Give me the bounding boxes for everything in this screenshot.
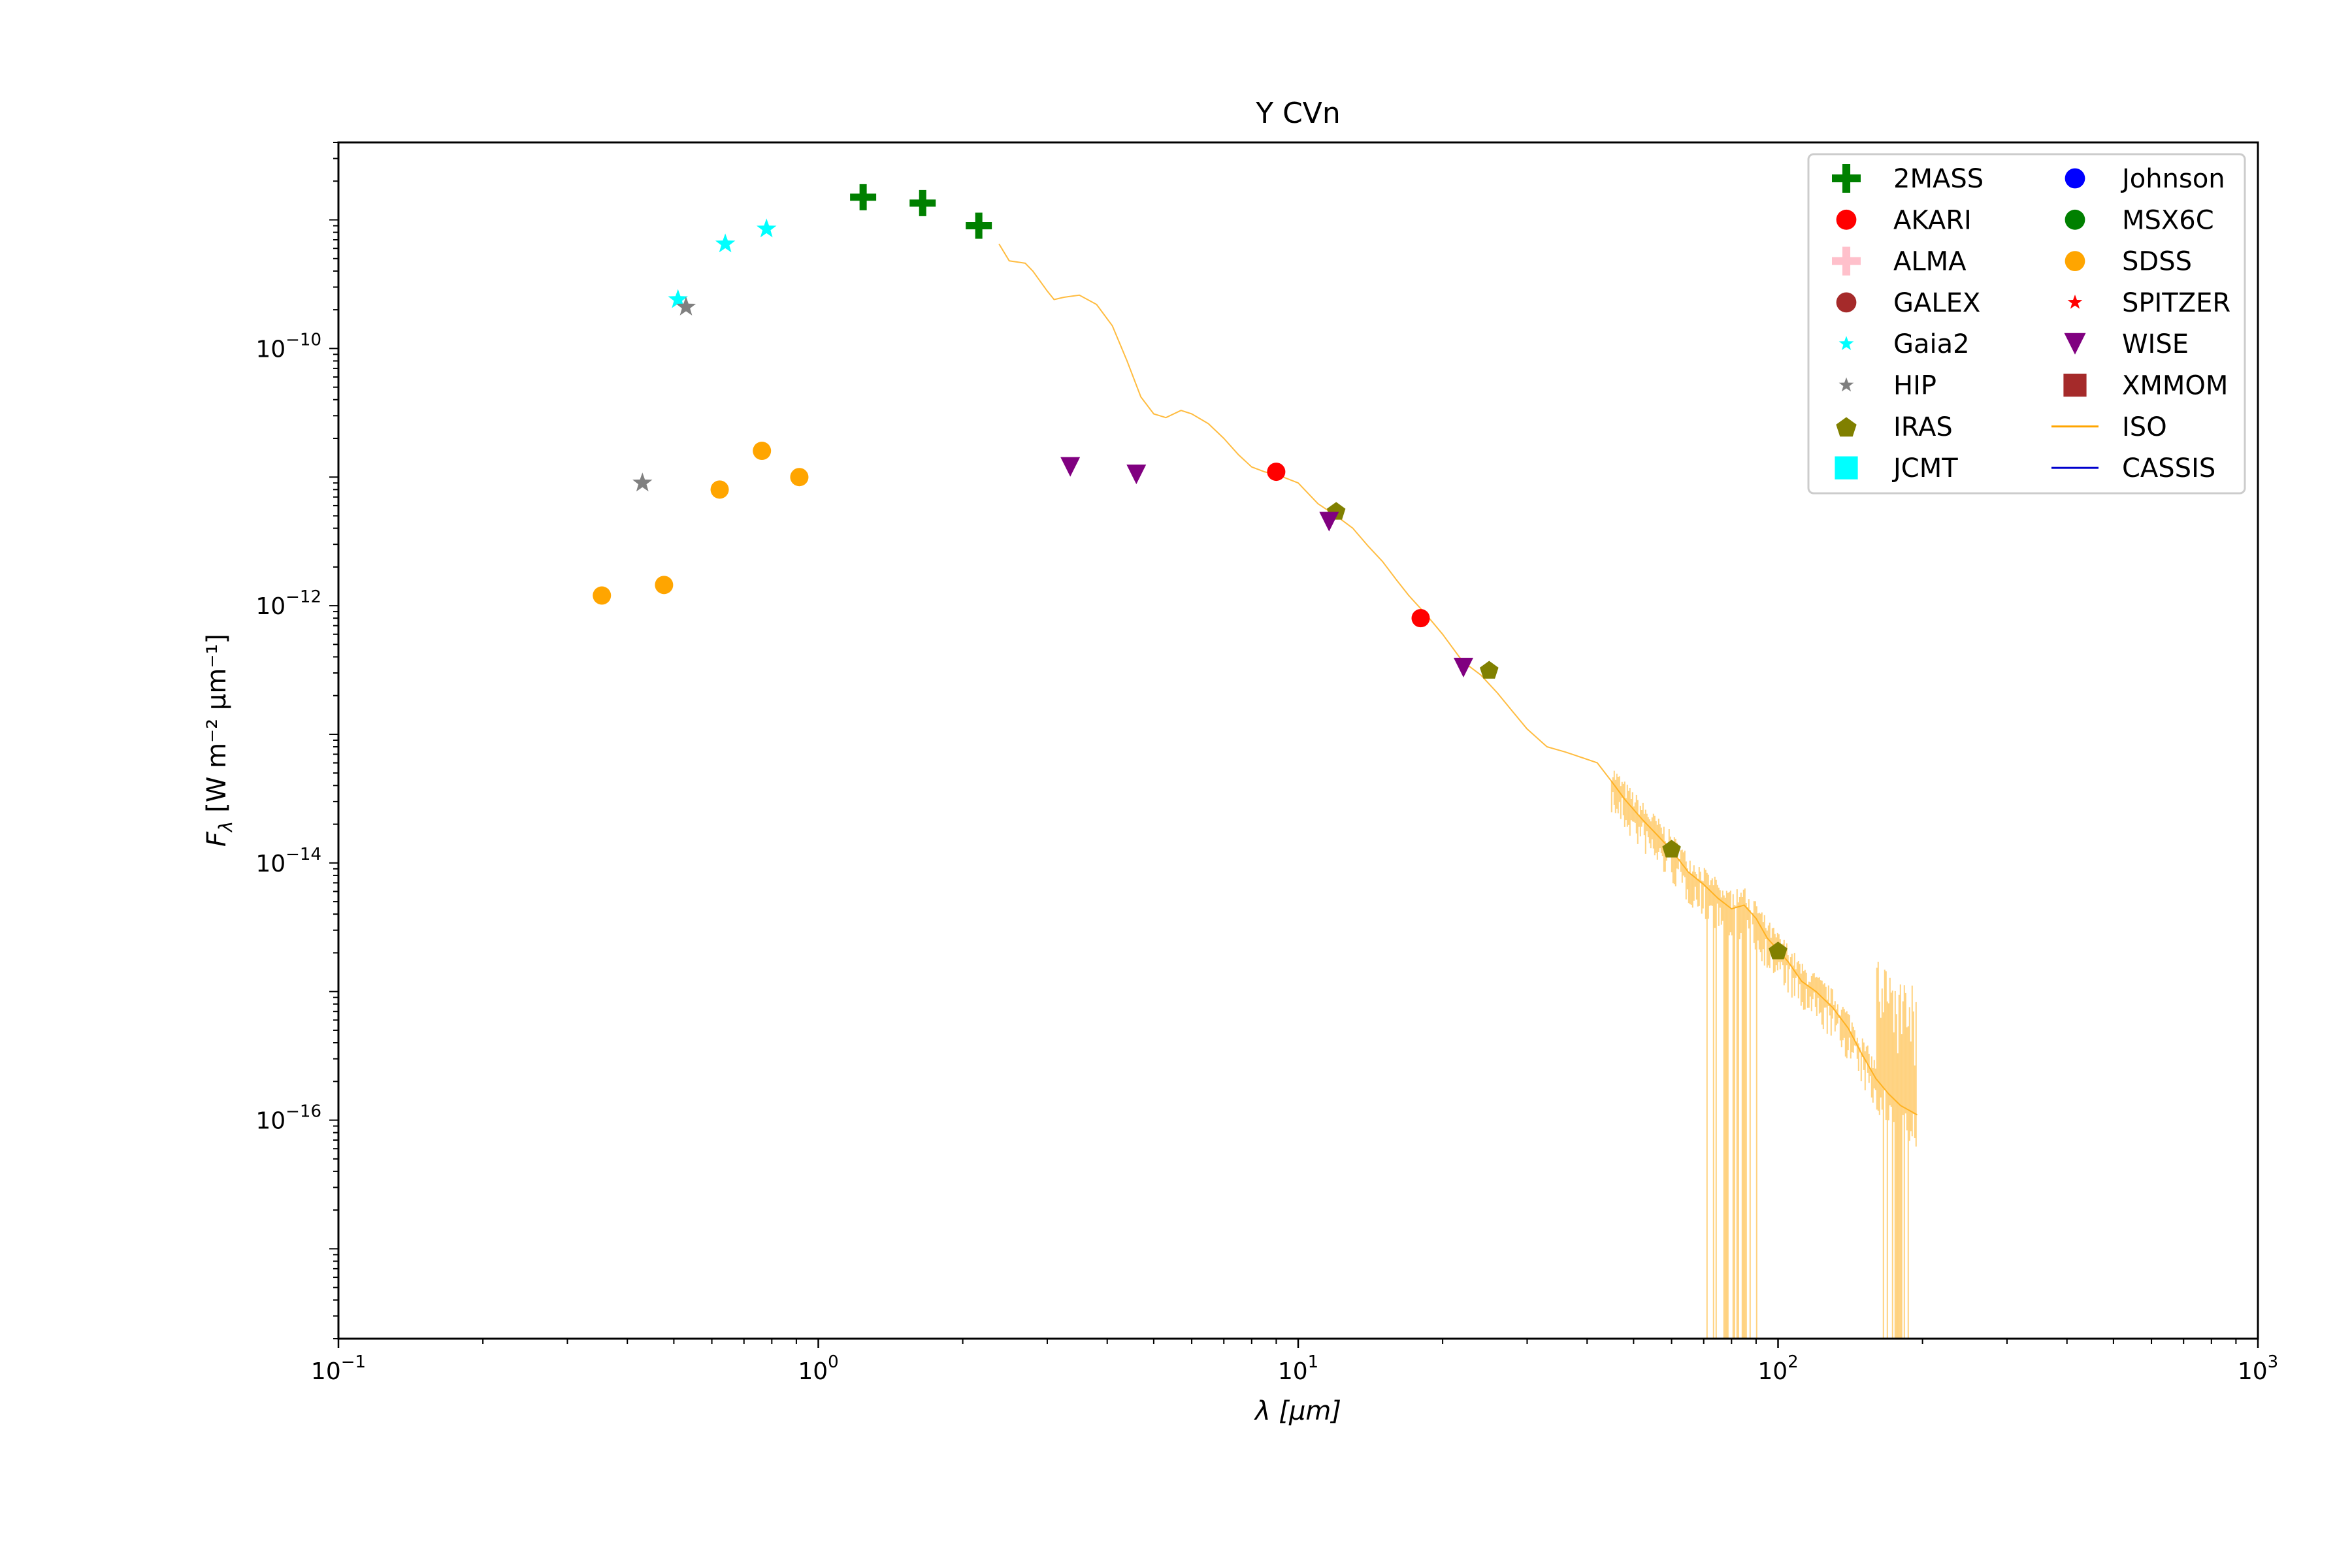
y-axis-label: Fλ [W m⁻² μm⁻¹] [202,634,237,847]
gaia2-point [757,218,777,238]
legend: 2MASS AKARI ALMA GALEX Gaia2 HIP IRAS JCMT Johns… [1807,153,2246,495]
2mass-point [966,212,992,239]
2mass-point [850,184,877,210]
legend-marker-swatch [1832,246,1861,276]
legend-item-iras: IRAS [1836,412,1953,442]
2mass-point [909,189,936,216]
legend-marker-swatch [1836,209,1857,230]
legend-marker-swatch [2065,209,2085,230]
legend-label: ALMA [1893,247,1967,277]
gaia2-point [668,289,688,308]
legend-label: SDSS [2122,247,2192,277]
legend-item-akari: AKARI [1836,205,1972,235]
gaia2-point [715,233,736,253]
legend-item-2mass: 2MASS [1832,164,1984,194]
x-tick-label: 10−1 [311,1352,366,1385]
akari-point [1267,463,1286,482]
legend-item-galex: GALEX [1836,288,1980,318]
hip-point [676,296,696,316]
legend-item-spitzer: SPITZER [2067,288,2230,318]
legend-label: ISO [2122,412,2167,442]
iras-point [1480,661,1499,679]
legend-item-cassis: CASSIS [2051,453,2215,483]
legend-label: 2MASS [1893,164,1984,194]
legend-marker-swatch [2065,251,2085,271]
x-tick-label: 101 [1278,1352,1318,1385]
legend-marker-swatch [1838,377,1854,392]
x-tick-label: 102 [1757,1352,1798,1385]
sdss-point [753,442,772,461]
sdss-point [710,480,729,499]
legend-label: XMMOM [2122,371,2228,401]
sdss-point [790,468,809,487]
legend-item-alma: ALMA [1832,246,1967,277]
legend-marker-swatch [2065,168,2085,189]
wise-point [1319,512,1339,532]
legend-box [1807,153,2246,495]
legend-label: WISE [2122,329,2189,359]
legend-item-iso: ISO [2051,412,2167,442]
x-tick-label: 103 [2238,1352,2278,1385]
legend-marker-swatch [2067,294,2083,309]
sdss-point [593,586,612,605]
chart-title: Y CVn [1255,97,1341,130]
legend-label: AKARI [1893,205,1972,235]
legend-marker-swatch [1836,417,1857,437]
x-tick-label: 100 [798,1352,838,1385]
legend-item-hip: HIP [1838,371,1936,401]
legend-label: JCMT [1891,453,1958,483]
legend-item-jcmt: JCMT [1835,453,1958,483]
y-tick-label: 10−10 [255,330,321,363]
legend-item-wise: WISE [2064,329,2189,359]
legend-marker-swatch [1835,456,1858,480]
y-tick-label: 10−12 [255,587,321,620]
legend-item-gaia2: Gaia2 [1838,329,1970,359]
hip-point [632,472,653,492]
legend-item-msx6c: MSX6C [2065,205,2214,235]
legend-label: CASSIS [2122,453,2215,483]
legend-label: IRAS [1893,412,1953,442]
legend-marker-swatch [1836,292,1857,313]
x-axis-label: λ [μm] [1254,1396,1341,1426]
legend-label: MSX6C [2122,205,2214,235]
legend-label: GALEX [1893,288,1980,318]
y-tick-label: 10−16 [255,1102,321,1135]
legend-label: HIP [1893,371,1936,401]
legend-label: Johnson [2120,164,2225,194]
wise-point [1060,457,1081,477]
iras-point [1769,941,1788,960]
wise-point [1453,657,1473,678]
iras-point [1662,840,1681,858]
legend-marker-swatch [2063,373,2087,397]
legend-item-xmmom: XMMOM [2063,371,2228,401]
wise-point [1126,465,1147,485]
legend-label: Gaia2 [1893,329,1970,359]
akari-point [1411,609,1430,628]
axes: 10−1 100 101 102 103 10−10 10−12 10−14 10−16 [255,142,2278,1385]
legend-item-sdss: SDSS [2065,247,2192,277]
y-tick-label: 10−14 [255,845,321,877]
sdss-point [655,576,674,595]
legend-marker-swatch [2064,333,2086,355]
plot-content [593,184,1918,1339]
legend-marker-swatch [1838,336,1854,350]
legend-item-johnson: Johnson [2065,164,2225,194]
iso-noise [1610,770,1917,1339]
legend-label: SPITZER [2122,288,2230,318]
legend-marker-swatch [1832,164,1861,193]
